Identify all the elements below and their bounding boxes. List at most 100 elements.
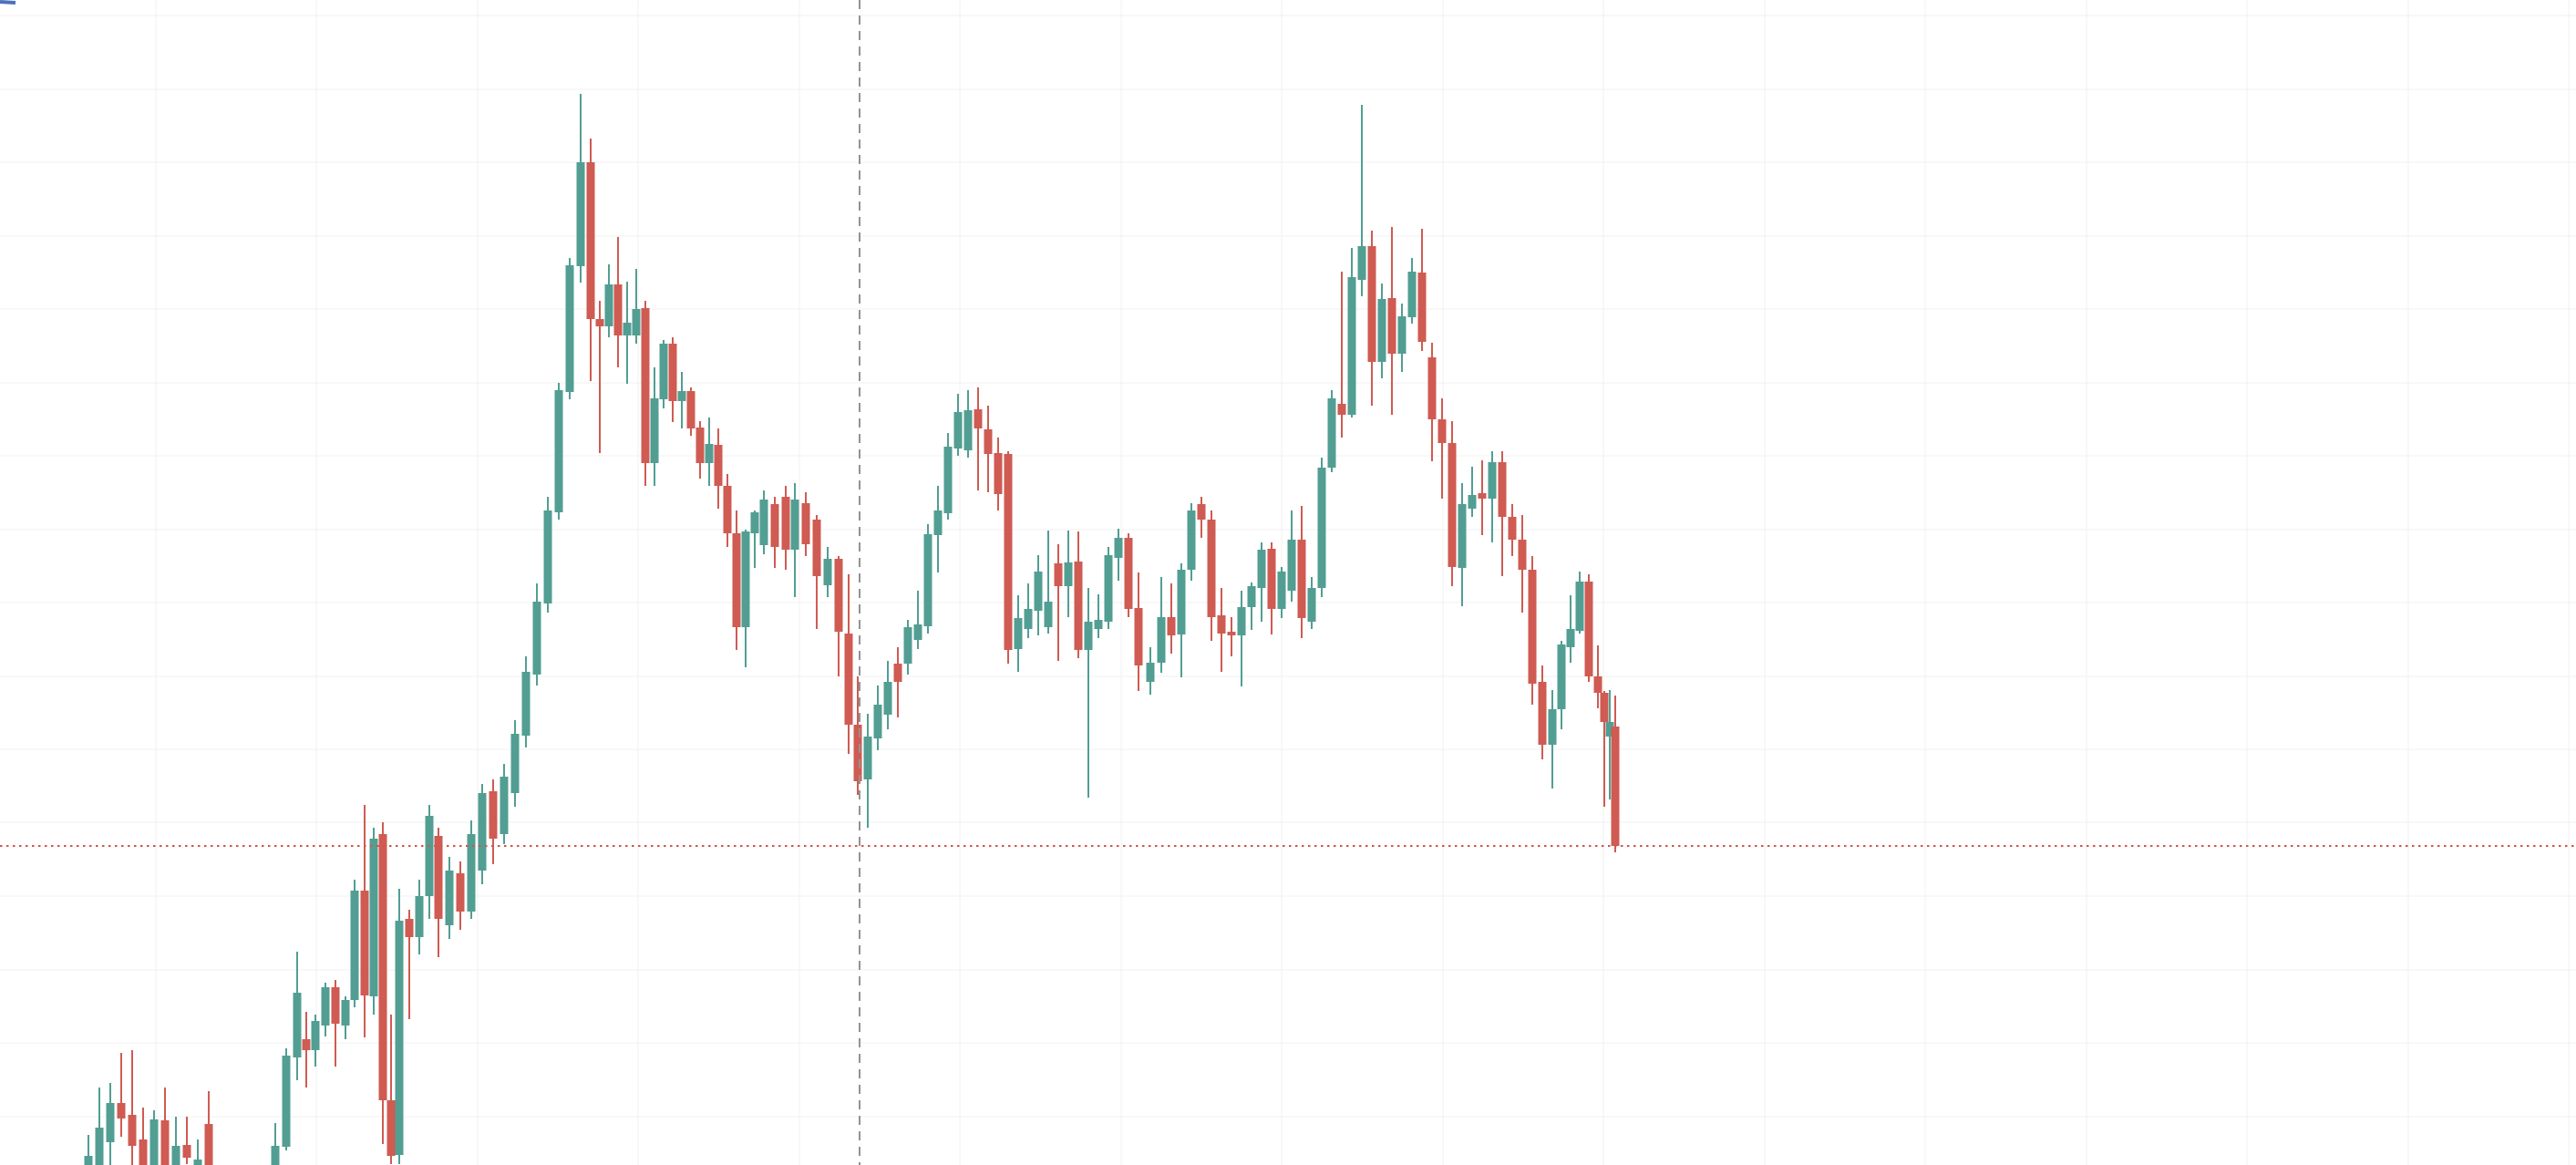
candle-body — [677, 391, 686, 401]
candle-up — [790, 483, 799, 597]
candle-body — [943, 447, 953, 513]
candle-body — [1593, 676, 1602, 693]
candle-down — [732, 510, 741, 650]
candle-up — [1044, 531, 1053, 634]
candle-up — [1566, 595, 1575, 663]
candle-body — [489, 791, 498, 839]
candle-body — [705, 444, 714, 463]
candle-body — [171, 1146, 180, 1165]
candle-down — [1437, 398, 1447, 499]
candle-up — [543, 497, 552, 613]
candle-body — [1074, 562, 1083, 650]
candle-body — [1064, 562, 1073, 586]
candle-body — [425, 816, 434, 896]
candle-body — [1114, 538, 1123, 558]
candle-up — [521, 656, 531, 747]
candle-up — [1575, 572, 1584, 634]
candle-body — [923, 534, 933, 626]
candle-up — [1397, 304, 1406, 372]
candle-body — [632, 309, 641, 335]
candle-body — [641, 308, 650, 463]
candle-body — [532, 602, 541, 675]
candle-up — [1014, 595, 1023, 672]
candle-up — [1257, 542, 1266, 622]
candle-body — [1217, 615, 1226, 634]
candle-body — [1084, 622, 1093, 650]
candle-body — [595, 319, 604, 326]
candle-body — [1197, 504, 1206, 520]
candle-down — [302, 1012, 311, 1088]
candle-body — [160, 1120, 170, 1165]
candle-up — [1468, 467, 1477, 517]
candle-up — [478, 784, 487, 884]
candle-body — [1478, 493, 1487, 499]
candle-down — [770, 497, 779, 568]
candle-body — [182, 1145, 191, 1158]
candle-up — [943, 433, 953, 520]
candle-down — [1297, 506, 1306, 638]
candle-body — [1538, 682, 1547, 745]
candle-body — [1267, 549, 1276, 609]
candle-body — [1367, 246, 1376, 362]
candle-body — [565, 265, 574, 392]
candle-body — [1557, 644, 1566, 709]
candle-up — [576, 94, 585, 283]
candle-body — [1004, 454, 1013, 650]
candle-body — [1548, 709, 1557, 745]
candle-down — [714, 428, 723, 509]
candle-down — [117, 1053, 126, 1137]
candle-body — [1277, 572, 1286, 609]
candle-body — [341, 1000, 350, 1026]
candle-body — [576, 162, 585, 266]
candle-down — [686, 387, 696, 436]
candle-body — [1611, 727, 1620, 846]
candle-down — [1054, 544, 1063, 661]
candle-body — [1044, 602, 1053, 627]
candle-up — [1605, 690, 1614, 799]
candle-body — [386, 1100, 396, 1156]
candle-body — [1347, 277, 1356, 415]
candle-body — [139, 1139, 148, 1165]
candle-down — [1124, 533, 1133, 617]
candle-up — [913, 591, 922, 649]
candle-up — [1347, 248, 1356, 418]
candle-down — [853, 676, 862, 795]
candle-body — [1287, 540, 1296, 591]
candle-down — [378, 822, 387, 1144]
candle-body — [741, 531, 750, 627]
candle-body — [1458, 504, 1467, 568]
candle-up — [903, 620, 912, 675]
candle-down — [801, 492, 810, 556]
candle-up — [1548, 690, 1557, 789]
candle-body — [1157, 617, 1166, 663]
candle-down — [974, 387, 983, 490]
candle-down — [994, 438, 1003, 510]
candle-down — [641, 301, 650, 486]
candle-body — [467, 834, 476, 912]
candle-up — [84, 1135, 93, 1165]
candle-down — [360, 805, 369, 1037]
candle-body — [1177, 570, 1186, 634]
candle-down — [1267, 542, 1276, 634]
candle-up — [369, 828, 378, 1015]
candle-body — [1387, 298, 1396, 354]
candle-up — [1094, 594, 1103, 638]
blue-drawing-fragment[interactable] — [0, 0, 16, 5]
candle-down — [1600, 691, 1609, 807]
candle-body — [84, 1156, 93, 1165]
candle-down — [1074, 531, 1083, 658]
candle-body — [812, 520, 821, 576]
candle-up — [1287, 510, 1296, 602]
candle-body — [714, 445, 723, 486]
candle-body — [883, 682, 892, 715]
candle-up — [933, 486, 943, 572]
candle-down — [1538, 665, 1547, 759]
candle-body — [405, 919, 414, 937]
candle-down — [182, 1117, 191, 1164]
candle-up — [823, 547, 832, 597]
candle-body — [378, 834, 387, 1100]
candle-down — [1004, 451, 1013, 664]
